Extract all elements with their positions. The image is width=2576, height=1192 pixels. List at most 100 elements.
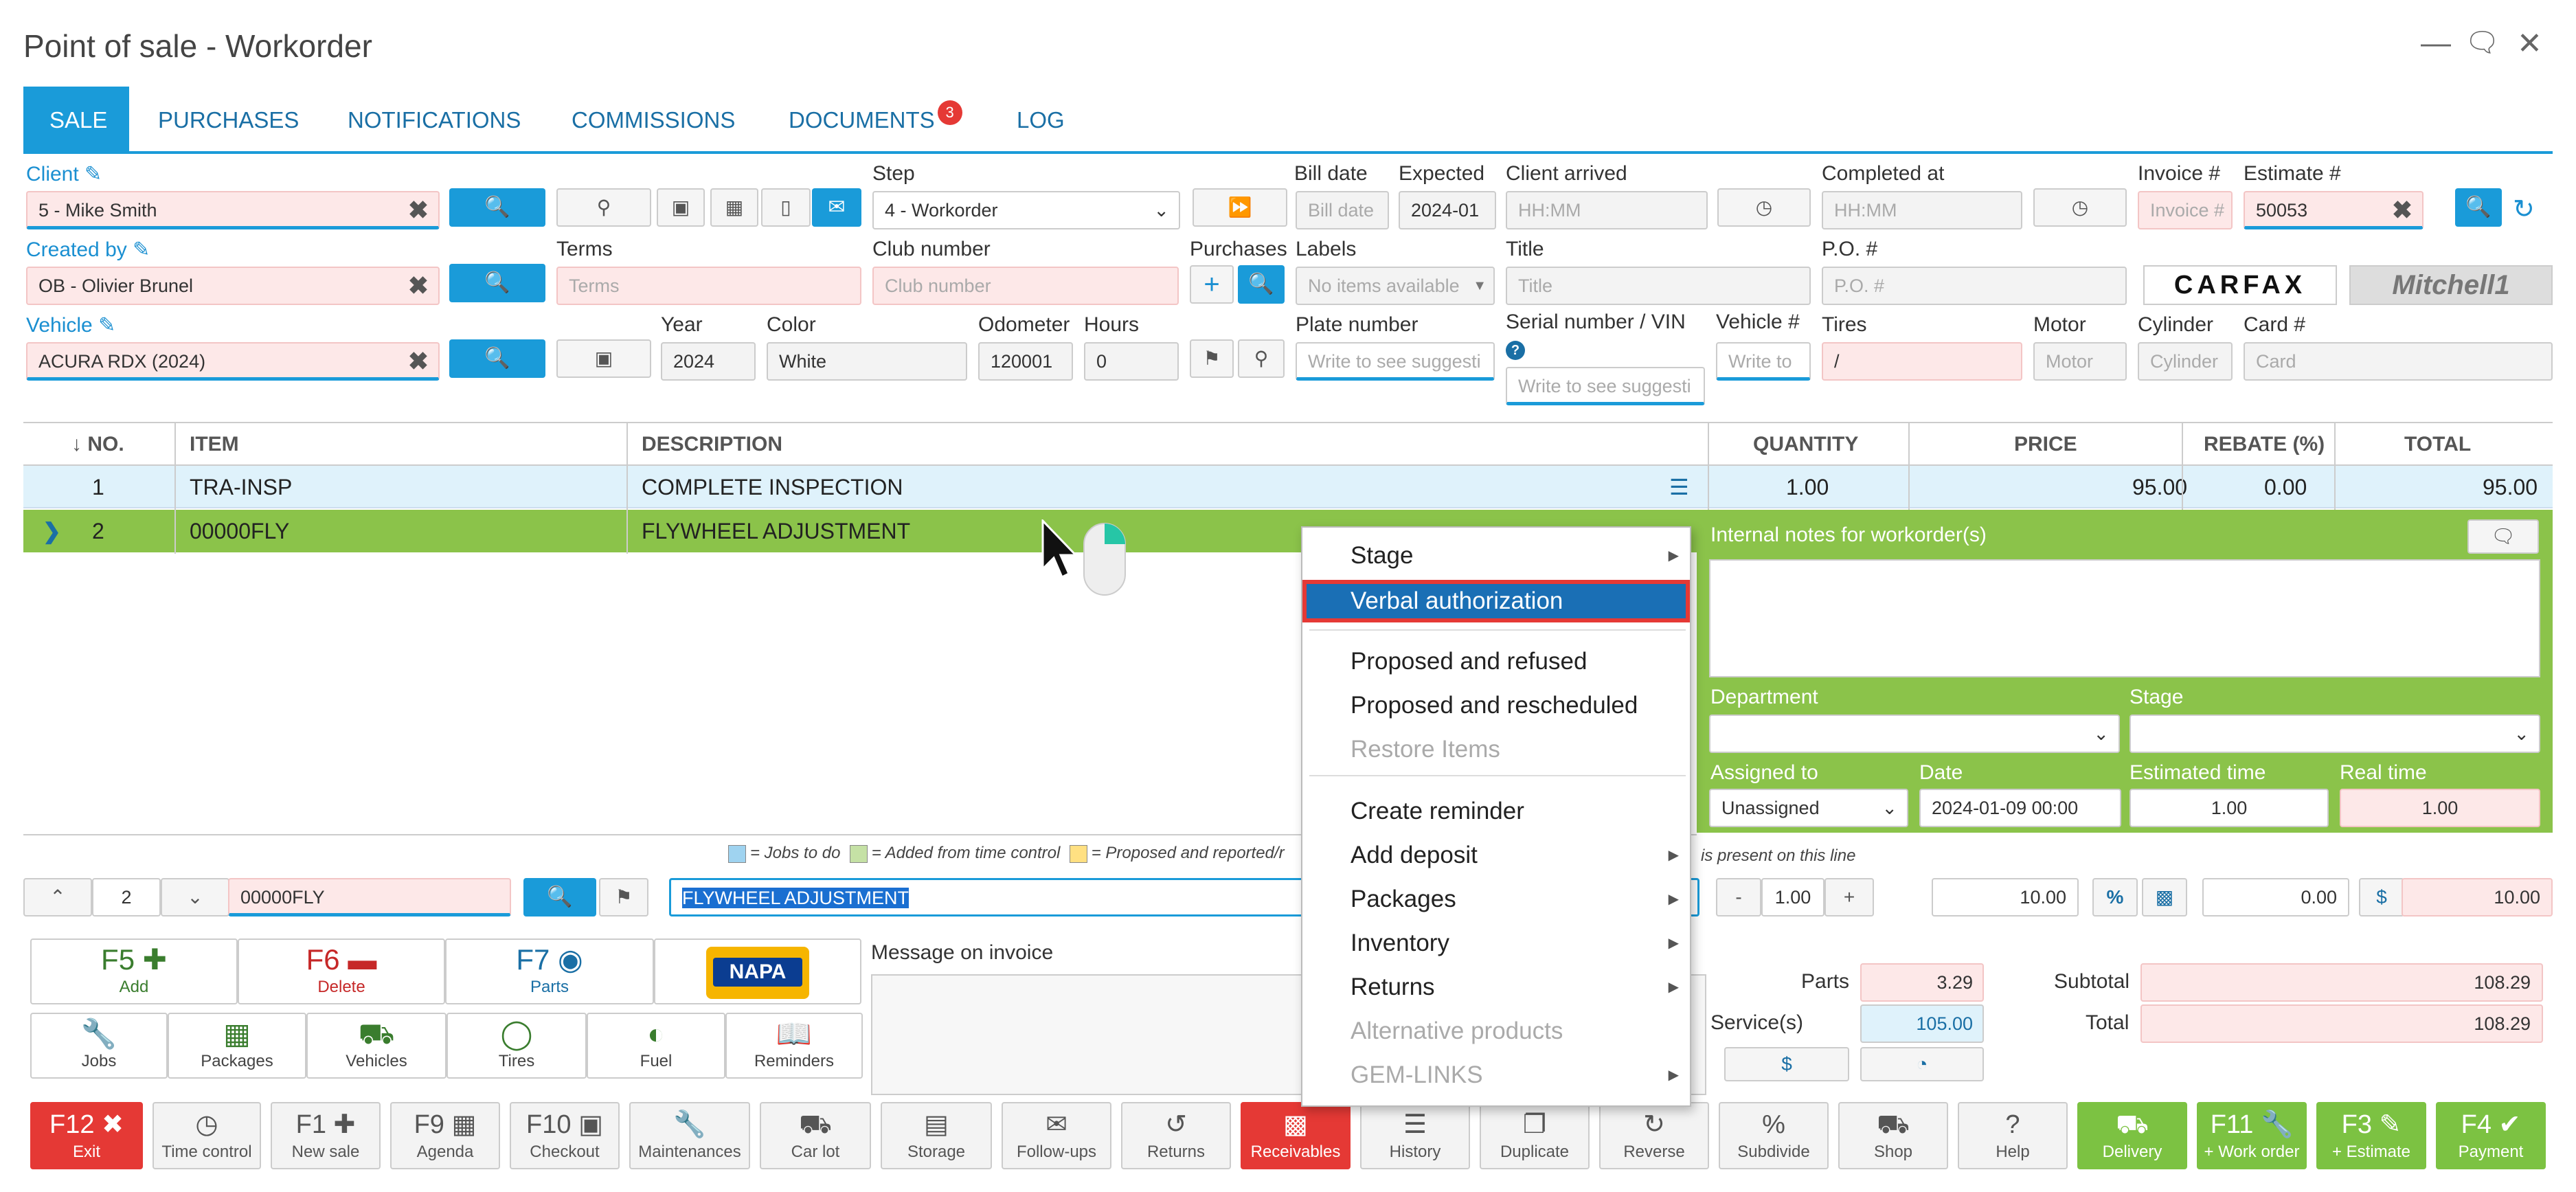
menu-item-stage[interactable]: Stage ▶ <box>1302 535 1690 577</box>
maintenances-button[interactable]: 🔧 Maintenances <box>629 1102 750 1169</box>
department-select[interactable]: ⌄ <box>1709 715 2120 753</box>
storage-button[interactable]: ▤ Storage <box>881 1102 992 1169</box>
carfax-logo[interactable]: CARFAX <box>2143 265 2337 305</box>
fuel-button[interactable]: ◐ Fuel <box>587 1013 725 1079</box>
created-by-search-button[interactable]: 🔍 <box>449 264 545 302</box>
add-purchase-button[interactable]: + <box>1190 265 1234 304</box>
col-item[interactable]: ITEM <box>190 433 239 456</box>
history-button[interactable]: ☰ History <box>1360 1102 1470 1169</box>
help-icon[interactable]: ? <box>1506 341 1525 360</box>
minimize-icon[interactable]: — <box>2421 26 2451 60</box>
clear-client-icon[interactable]: ✖ <box>407 196 429 224</box>
clear-vehicle-icon[interactable]: ✖ <box>407 347 429 375</box>
menu-item-create-reminder[interactable]: Create reminder <box>1351 798 1524 824</box>
parts-button[interactable]: F7 ◉ Parts <box>445 938 654 1004</box>
terms-input[interactable]: Terms <box>556 267 861 305</box>
estimate-search-button[interactable]: 🔍 <box>2455 188 2502 227</box>
cylinder-input[interactable]: Cylinder <box>2138 342 2233 381</box>
subdivide-button[interactable]: % Subdivide <box>1719 1102 1829 1169</box>
plate-input[interactable]: Write to see suggesti <box>1296 342 1495 381</box>
list-icon[interactable]: ☰ <box>1669 475 1689 499</box>
returns-button[interactable]: ↺ Returns <box>1121 1102 1231 1169</box>
tab-purchases[interactable]: PURCHASES <box>158 107 300 133</box>
est-time-input[interactable]: 1.00 <box>2129 789 2329 827</box>
delivery-button[interactable]: ⛟ Delivery <box>2077 1102 2187 1169</box>
price-input[interactable]: 10.00 <box>1932 878 2079 917</box>
purchase-search-button[interactable]: 🔍 <box>1238 265 1285 304</box>
expand-chevron-icon[interactable]: ❯ <box>43 519 61 543</box>
agenda-button[interactable]: F9 ▦ Agenda <box>390 1102 500 1169</box>
vehicle-search-button[interactable]: 🔍 <box>449 339 545 378</box>
club-number-input[interactable]: Club number <box>872 267 1179 305</box>
menu-item-proposed-rescheduled[interactable]: Proposed and rescheduled <box>1351 692 1638 719</box>
client-field[interactable]: 5 - Mike Smith ✖ <box>26 191 440 229</box>
vehicle-label[interactable]: Vehicle ✎ <box>26 314 116 337</box>
mitchell-logo[interactable]: Mitchell1 <box>2349 265 2553 305</box>
line-up-button[interactable]: ⌃ <box>23 878 92 917</box>
pie-chart-button[interactable]: ◔ <box>1860 1047 1984 1081</box>
estimate-input[interactable]: 50053 ✖ <box>2244 191 2424 229</box>
packages-button[interactable]: ▦ Packages <box>168 1013 306 1079</box>
help-button[interactable]: ? Help <box>1958 1102 2068 1169</box>
table-row[interactable]: 1 TRA-INSP COMPLETE INSPECTION ☰ 1.00 95… <box>23 466 2553 508</box>
qty-minus-button[interactable]: - <box>1716 878 1761 917</box>
tab-documents[interactable]: DOCUMENTS 3 <box>762 87 988 154</box>
menu-item-packages[interactable]: Packages ▶ <box>1302 878 1690 921</box>
po-input[interactable]: P.O. # <box>1822 267 2127 305</box>
serial-input[interactable]: Write to see suggesti <box>1506 367 1705 405</box>
completed-clock-button[interactable]: ◷ <box>2033 188 2127 227</box>
tab-log[interactable]: LOG <box>1017 107 1065 133</box>
expected-input[interactable]: 2024-01 <box>1399 191 1496 229</box>
payment-button[interactable]: F4 ✔ Payment <box>2436 1102 2546 1169</box>
menu-item-proposed-refused[interactable]: Proposed and refused <box>1351 648 1588 675</box>
rebate-input[interactable]: 0.00 <box>2202 878 2349 917</box>
title-input[interactable]: Title <box>1506 267 1811 305</box>
duplicate-button[interactable]: ❐ Duplicate <box>1480 1102 1590 1169</box>
line-down-button[interactable]: ⌄ <box>161 878 229 917</box>
created-by-label[interactable]: Created by ✎ <box>26 238 150 261</box>
completed-input[interactable]: HH:MM <box>1822 191 2022 229</box>
tab-sale[interactable]: SALE <box>23 87 129 154</box>
line-total-input[interactable]: 10.00 <box>2402 878 2553 917</box>
menu-item-inventory[interactable]: Inventory ▶ <box>1302 922 1690 965</box>
year-input[interactable]: 2024 <box>661 342 756 381</box>
col-no[interactable]: ↓ NO. <box>71 433 124 456</box>
col-total[interactable]: TOTAL <box>2404 433 2472 456</box>
chat-icon[interactable]: 🗨 <box>2465 27 2500 58</box>
assigned-select[interactable]: Unassigned ⌄ <box>1709 789 1908 827</box>
hours-input[interactable]: 0 <box>1084 342 1179 381</box>
card-input[interactable]: Card <box>2244 342 2553 381</box>
vehicle-note-button[interactable]: ▣ <box>556 339 651 378</box>
vehicle-num-input[interactable]: Write to <box>1716 342 1811 381</box>
note-button[interactable]: ▣ <box>657 188 705 227</box>
delete-button[interactable]: F6 ▬ Delete <box>238 938 445 1004</box>
clear-created-by-icon[interactable]: ✖ <box>407 271 429 300</box>
percent-button[interactable]: % <box>2092 878 2138 917</box>
tag-button[interactable]: ⚑ <box>1190 339 1234 378</box>
add-button[interactable]: F5 ✚ Add <box>30 938 238 1004</box>
menu-item-add-deposit[interactable]: Add deposit ▶ <box>1302 834 1690 877</box>
menu-item-verbal-authorization[interactable]: Verbal authorization <box>1302 580 1690 622</box>
time-control-button[interactable]: ◷ Time control <box>152 1102 261 1169</box>
new-sale-button[interactable]: F1 ✚ New sale <box>271 1102 381 1169</box>
reminders-button[interactable]: 📖 Reminders <box>725 1013 863 1079</box>
col-price[interactable]: PRICE <box>2014 433 2077 456</box>
item-tag-button[interactable]: ⚑ <box>599 878 648 917</box>
created-by-field[interactable]: OB - Olivier Brunel ✖ <box>26 267 440 305</box>
menu-item-returns[interactable]: Returns ▶ <box>1302 966 1690 1009</box>
client-search-button[interactable]: 🔍 <box>449 188 545 227</box>
client-arrived-clock-button[interactable]: ◷ <box>1717 188 1811 227</box>
follow-ups-button[interactable]: ✉ Follow-ups <box>1002 1102 1111 1169</box>
tires-input[interactable]: / <box>1822 342 2022 381</box>
car-lot-button[interactable]: ⛟ Car lot <box>760 1102 871 1169</box>
invoice-input[interactable]: Invoice # <box>2138 191 2233 229</box>
binoculars-button[interactable]: ⚲ <box>556 188 651 227</box>
close-icon[interactable]: ✕ <box>2517 27 2542 60</box>
labels-select[interactable]: No items available ▼ <box>1296 267 1495 305</box>
key-button[interactable]: ⚲ <box>1238 339 1285 378</box>
calendar-button[interactable]: ▦ <box>710 188 758 227</box>
next-step-button[interactable]: ⏩ <box>1193 188 1287 227</box>
vehicle-field[interactable]: ACURA RDX (2024) ✖ <box>26 342 440 381</box>
dollar-totals-button[interactable]: $ <box>1724 1047 1849 1081</box>
tab-notifications[interactable]: NOTIFICATIONS <box>348 107 521 133</box>
